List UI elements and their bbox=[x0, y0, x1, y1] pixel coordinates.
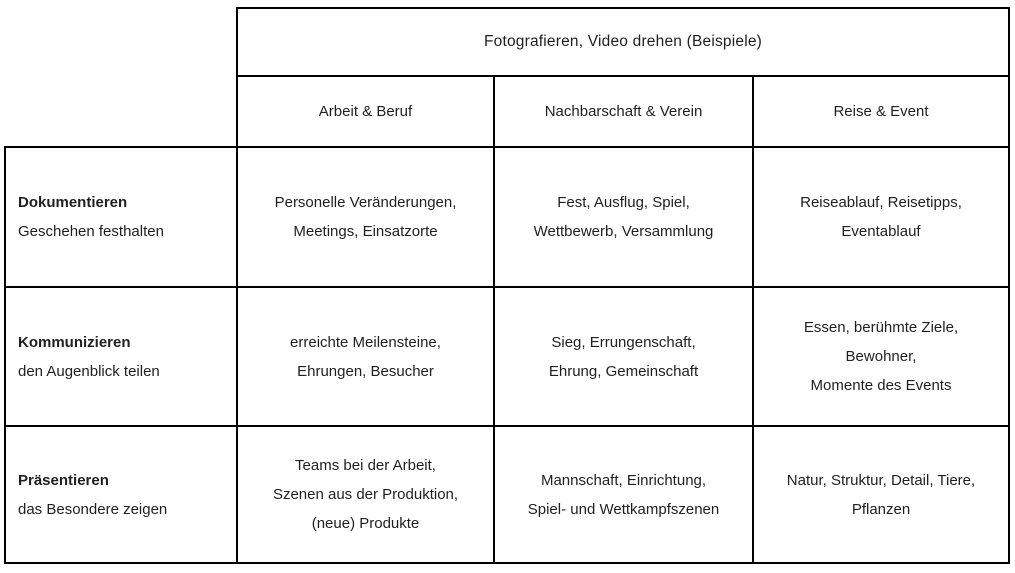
cell-praesentieren-nachbarschaft: Mannschaft, Einrichtung, Spiel- und Wett… bbox=[493, 425, 754, 564]
cell-kommunizieren-reise: Essen, berühmte Ziele, Bewohner, Momente… bbox=[752, 286, 1010, 427]
cell-praesentieren-reise: Natur, Struktur, Detail, Tiere, Pflanzen bbox=[752, 425, 1010, 564]
column-header-reise-event: Reise & Event bbox=[752, 75, 1010, 148]
cell-kommunizieren-arbeit: erreichte Meilensteine, Ehrungen, Besuch… bbox=[236, 286, 495, 427]
cell-praesentieren-arbeit: Teams bei der Arbeit, Szenen aus der Pro… bbox=[236, 425, 495, 564]
column-header-arbeit-beruf: Arbeit & Beruf bbox=[236, 75, 495, 148]
table-row-praesentieren: Präsentieren das Besondere zeigen Teams … bbox=[4, 425, 1010, 564]
row-title: Kommunizieren bbox=[18, 333, 131, 351]
cell-dokumentieren-nachbarschaft: Fest, Ausflug, Spiel, Wettbewerb, Versam… bbox=[493, 146, 754, 288]
row-header-kommunizieren: Kommunizieren den Augenblick teilen bbox=[4, 286, 238, 427]
cell-dokumentieren-arbeit: Personelle Veränderungen, Meetings, Eins… bbox=[236, 146, 495, 288]
row-header-praesentieren: Präsentieren das Besondere zeigen bbox=[4, 425, 238, 564]
top-left-spacer bbox=[5, 8, 237, 147]
row-subtitle: das Besondere zeigen bbox=[18, 500, 168, 518]
row-title: Präsentieren bbox=[18, 471, 109, 489]
row-title: Dokumentieren bbox=[18, 194, 128, 211]
column-header-nachbarschaft-verein: Nachbarschaft & Verein bbox=[493, 75, 754, 148]
photo-video-examples-table: Fotografieren, Video drehen (Beispiele) … bbox=[4, 7, 1010, 564]
cell-kommunizieren-nachbarschaft: Sieg, Errungenschaft, Ehrung, Gemeinscha… bbox=[493, 286, 754, 427]
row-subtitle: Geschehen festhalten bbox=[18, 223, 164, 240]
table-row-kommunizieren: Kommunizieren den Augenblick teilen erre… bbox=[4, 286, 1010, 427]
cell-dokumentieren-reise: Reiseablauf, Reisetipps, Eventablauf bbox=[752, 146, 1010, 288]
table-row-dokumentieren: Dokumentieren Geschehen festhalten Perso… bbox=[4, 146, 1010, 288]
table-title: Fotografieren, Video drehen (Beispiele) bbox=[236, 7, 1010, 77]
row-subtitle: den Augenblick teilen bbox=[18, 362, 160, 380]
row-header-dokumentieren: Dokumentieren Geschehen festhalten bbox=[4, 146, 238, 288]
